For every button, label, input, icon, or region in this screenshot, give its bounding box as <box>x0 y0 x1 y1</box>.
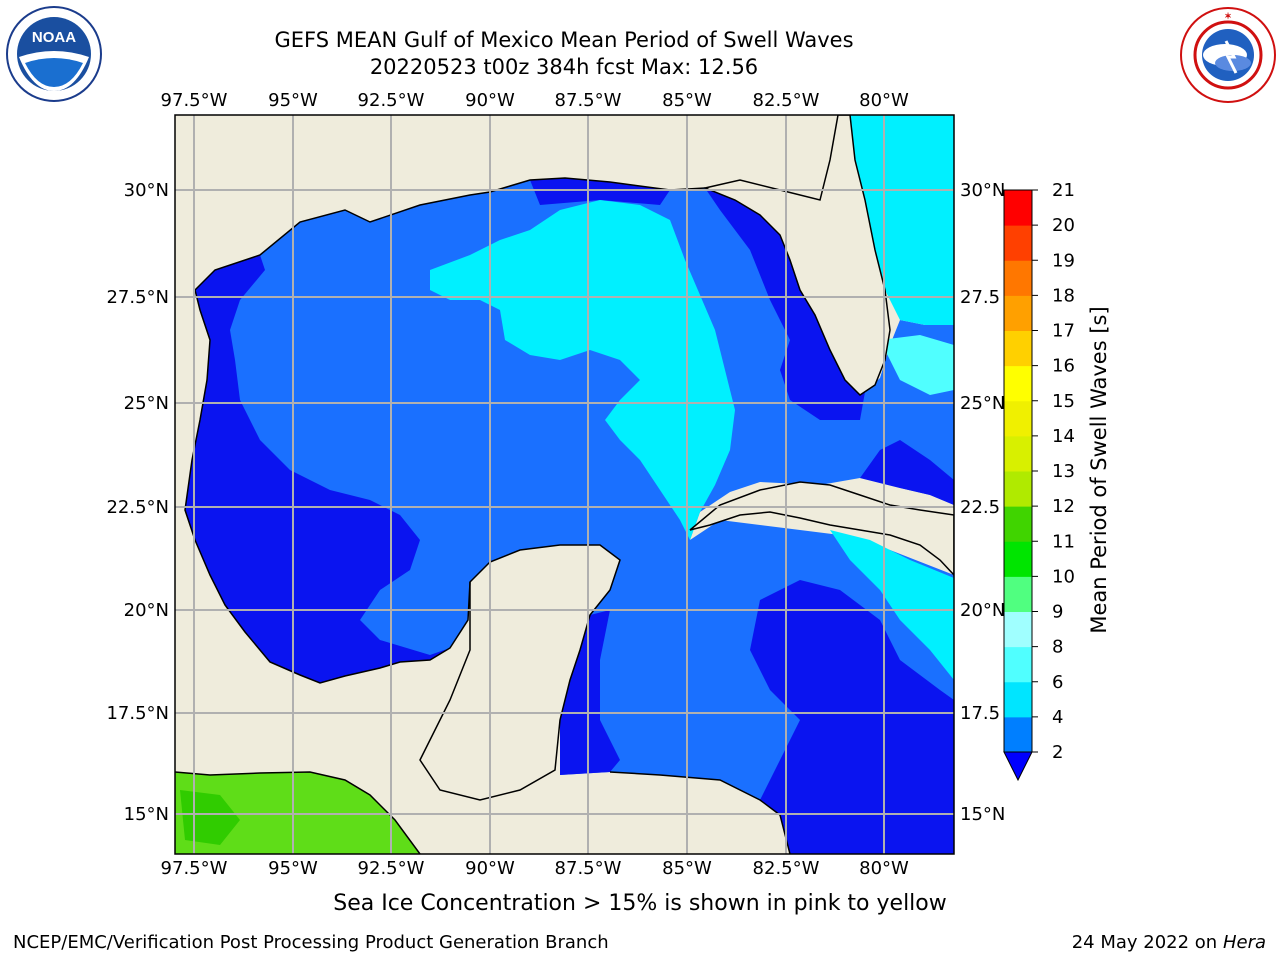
colorbar-segment <box>1004 435 1032 472</box>
lat-labels-left: 30°N 27.5°N 25°N 22.5°N 20°N 17.5°N 15°N <box>106 180 169 825</box>
western-gulf-low-band <box>185 255 450 683</box>
credit-branch: NCEP/EMC/Verification Post Processing Pr… <box>13 932 609 953</box>
colorbar-segment <box>1004 295 1032 331</box>
colorbar-segment <box>1004 471 1032 507</box>
nws-logo: ✶ <box>1180 7 1276 103</box>
lon-tick-label: 97.5°W <box>161 90 228 111</box>
lon-tick-label: 85°W <box>662 90 712 111</box>
northern-gulf-strip <box>530 178 670 205</box>
colorbar-tick-label: 14 <box>1052 426 1075 447</box>
caribbean-cyan-band <box>830 530 954 680</box>
colorbar-segment <box>1004 541 1032 577</box>
lon-tick-label: 87.5°W <box>555 90 622 111</box>
graticule <box>175 115 954 854</box>
lat-tick-label: 15°N <box>960 804 1005 825</box>
lon-tick-label: 95°W <box>268 858 318 879</box>
lon-tick-label: 87.5°W <box>555 858 622 879</box>
gulf-swell-field <box>185 178 954 854</box>
yucatan-peninsula <box>419 544 621 801</box>
colorbar-segment <box>1004 330 1032 367</box>
colorbar-tick-label: 11 <box>1052 531 1075 552</box>
map-area <box>175 115 954 854</box>
noaa-logo: NOAA <box>6 6 102 102</box>
colorbar-segment <box>1004 260 1032 296</box>
lon-tick-label: 95°W <box>268 90 318 111</box>
svg-text:✶: ✶ <box>1224 11 1232 21</box>
colorbar-tick-label: 15 <box>1052 391 1075 412</box>
colorbar-tick-label: 8 <box>1052 637 1063 658</box>
central-gulf-cyan-band <box>430 200 735 540</box>
cuba-island <box>689 481 954 577</box>
caribbean-low-band <box>750 580 954 854</box>
colorbar-extend-triangle <box>1003 751 1033 782</box>
colorbar-segment <box>1004 716 1032 753</box>
colorbar-tick-label: 12 <box>1052 496 1075 517</box>
lat-tick-label: 17.5 <box>960 703 1000 724</box>
lat-tick-label: 30°N <box>960 180 1005 201</box>
sea-ice-note: Sea Ice Concentration > 15% is shown in … <box>333 891 947 916</box>
colorbar-tick-label: 9 <box>1052 602 1063 623</box>
colorbar-tick-label: 20 <box>1052 215 1075 236</box>
lon-labels-top: 97.5°W 95°W 92.5°W 90°W 87.5°W 85°W 82.5°W 80°W <box>161 90 909 111</box>
lon-tick-label: 97.5°W <box>161 858 228 879</box>
atlantic-cyan-band <box>840 115 954 325</box>
florida-peninsula <box>702 115 891 396</box>
noaa-logo-text: NOAA <box>32 29 76 46</box>
credit-date-text: 24 May 2022 on <box>1071 932 1218 953</box>
lon-tick-label: 80°W <box>859 858 909 879</box>
lat-tick-label: 22.5°N <box>106 497 169 518</box>
lat-tick-label: 17.5°N <box>106 703 169 724</box>
lon-labels-bottom: 97.5°W 95°W 92.5°W 90°W 87.5°W 85°W 82.5°W 80°W <box>161 858 909 879</box>
lon-tick-label: 85°W <box>662 858 712 879</box>
atlantic-light-cyan <box>880 335 954 395</box>
chart-title: GEFS MEAN Gulf of Mexico Mean Period of … <box>274 28 854 52</box>
lon-tick-label: 80°W <box>859 90 909 111</box>
colorbar-tick-label: 16 <box>1052 356 1075 377</box>
lat-tick-label: 25°N <box>960 393 1005 414</box>
lat-tick-label: 15°N <box>124 804 169 825</box>
colorbar-segment <box>1004 576 1032 612</box>
lon-tick-label: 92.5°W <box>358 858 425 879</box>
credit-date: 24 May 2022 on Hera <box>1072 932 1266 953</box>
lat-tick-label: 20°N <box>960 600 1005 621</box>
colorbar-tick-label: 17 <box>1052 321 1075 342</box>
colorbar-tick-label: 4 <box>1052 707 1063 728</box>
colorbar-tick-label: 18 <box>1052 285 1075 306</box>
credit-machine: Hera <box>1222 932 1266 953</box>
lat-tick-label: 22.5 <box>960 497 1000 518</box>
colorbar-segment <box>1004 646 1032 683</box>
colorbar-segment <box>1004 225 1032 261</box>
yucatan-low-band <box>560 610 620 775</box>
colorbar-tick-label: 21 <box>1052 180 1075 201</box>
colorbar-segment <box>1004 365 1032 402</box>
colorbar-tick-label: 19 <box>1052 250 1075 271</box>
colorbar-tick-label: 10 <box>1052 566 1075 587</box>
lon-tick-label: 90°W <box>465 90 515 111</box>
lat-tick-label: 25°N <box>124 393 169 414</box>
lon-tick-label: 82.5°W <box>753 858 820 879</box>
map-frame <box>174 114 955 855</box>
lon-tick-label: 90°W <box>465 858 515 879</box>
lon-tick-label: 92.5°W <box>358 90 425 111</box>
colorbar-segment <box>1004 681 1032 718</box>
colorbar-segment <box>1004 611 1032 648</box>
colorbar: 2 4 6 8 9 10 11 12 13 14 15 16 17 18 19 20 21 <box>1003 180 1075 782</box>
lat-tick-label: 20°N <box>124 600 169 621</box>
lat-labels-right: 30°N 27.5 25°N 22.5 20°N 17.5 15°N <box>960 180 1005 825</box>
lon-tick-label: 82.5°W <box>753 90 820 111</box>
colorbar-tick-label: 6 <box>1052 672 1063 693</box>
lat-tick-label: 30°N <box>124 180 169 201</box>
chart-subtitle: 20220523 t00z 384h fcst Max: 12.56 <box>369 55 759 79</box>
colorbar-segment <box>1004 506 1032 542</box>
colorbar-label: Mean Period of Swell Waves [s] <box>1087 306 1111 633</box>
lat-tick-label: 27.5 <box>960 287 1000 308</box>
lat-tick-label: 27.5°N <box>106 287 169 308</box>
gulf-coastline <box>175 177 791 854</box>
colorbar-tick-label: 2 <box>1052 742 1063 763</box>
colorbar-segment <box>1004 400 1032 437</box>
colorbar-segment <box>1004 190 1032 226</box>
colorbar-tick-label: 13 <box>1052 461 1075 482</box>
